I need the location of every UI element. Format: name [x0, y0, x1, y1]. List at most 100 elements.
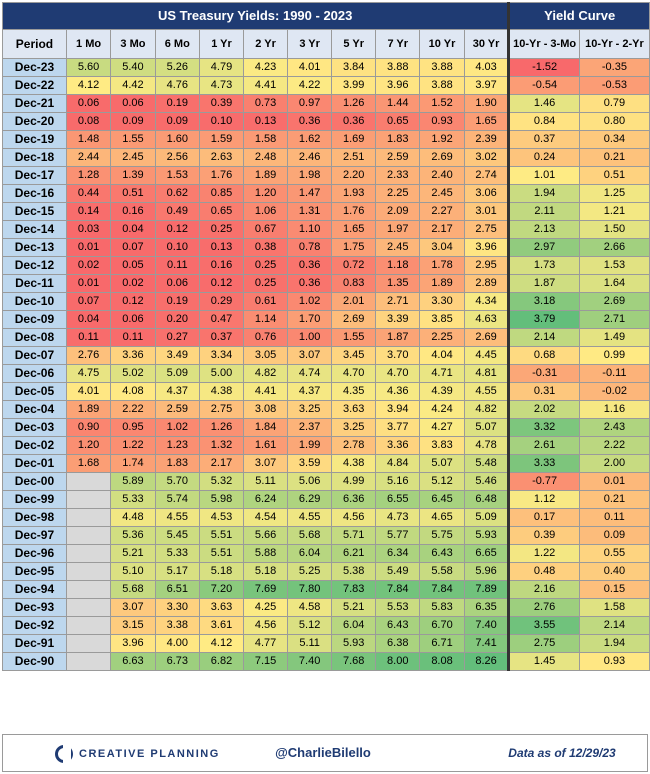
yield-cell: 2.45	[110, 148, 156, 167]
table-row: Dec-95 5.10 5.17 5.18 5.18 5.25 5.38 5.49 5.58 5.…	[2, 562, 650, 581]
spread-cell: 1.25	[578, 184, 650, 203]
yield-cell: 0.29	[198, 292, 245, 311]
yield-cell: 1.52	[419, 94, 465, 113]
yield-cell: 0.11	[65, 328, 112, 347]
yield-cell: 5.18	[198, 562, 245, 581]
spread-cell: -0.54	[507, 76, 580, 95]
empty-yield-cell	[65, 508, 112, 527]
yield-cell: 5.98	[198, 490, 245, 509]
spread-cell: 1.58	[578, 598, 650, 617]
yield-cell: 6.45	[419, 490, 465, 509]
period-label: Dec-06	[2, 364, 67, 383]
period-label: Dec-11	[2, 274, 67, 293]
yield-cell: 5.16	[375, 472, 421, 491]
period-label: Dec-99	[2, 490, 67, 509]
table-row: Dec-10 0.07 0.12 0.19 0.29 0.61 1.02 2.01 2.71 3.…	[2, 292, 650, 311]
yield-cell: 3.36	[110, 346, 156, 365]
yield-cell: 3.06	[463, 184, 510, 203]
yield-cell: 3.07	[243, 454, 289, 473]
yield-cell: 6.73	[154, 652, 200, 671]
yield-cell: 4.34	[463, 292, 510, 311]
yield-cell: 6.48	[463, 490, 510, 509]
yield-cell: 3.49	[154, 346, 200, 365]
spread-cell: 0.84	[507, 112, 580, 131]
yield-cell: 6.24	[243, 490, 289, 509]
yield-cell: 4.12	[65, 76, 112, 95]
yield-cell: 0.83	[331, 274, 377, 293]
yield-cell: 3.45	[331, 346, 377, 365]
yield-cell: 4.42	[110, 76, 156, 95]
yield-cell: 2.56	[154, 148, 200, 167]
yield-cell: 1.92	[419, 130, 465, 149]
yield-cell: 0.85	[198, 184, 245, 203]
table-row: Dec-22 4.12 4.42 4.76 4.73 4.41 4.22 3.99 3.96 3.…	[2, 76, 650, 95]
spread-cell: -0.11	[578, 364, 650, 383]
yield-cell: 2.69	[419, 148, 465, 167]
yield-cell: 0.10	[198, 112, 245, 131]
spread-cell: 2.61	[507, 436, 580, 455]
empty-yield-cell	[65, 616, 112, 635]
yield-cell: 2.17	[419, 220, 465, 239]
yield-cell: 5.53	[375, 598, 421, 617]
yield-cell: 0.36	[287, 256, 333, 275]
yield-cell: 6.82	[198, 652, 245, 671]
spread-cell: 0.09	[578, 526, 650, 545]
yield-cell: 4.65	[419, 508, 465, 527]
yield-cell: 4.00	[154, 634, 200, 653]
yield-cell: 3.61	[198, 616, 245, 635]
table-row: Dec-18 2.44 2.45 2.56 2.63 2.48 2.46 2.51 2.59 2.…	[2, 148, 650, 167]
period-label: Dec-09	[2, 310, 67, 329]
yield-cell: 1.74	[110, 454, 156, 473]
yield-cell: 5.77	[375, 526, 421, 545]
period-label: Dec-08	[2, 328, 67, 347]
spread-cell: 3.33	[507, 454, 580, 473]
yield-cell: 0.73	[243, 94, 289, 113]
yield-cell: 6.65	[463, 544, 510, 563]
yield-cell: 1.32	[198, 436, 245, 455]
yield-cell: 3.04	[419, 238, 465, 257]
yield-cell: 1.22	[110, 436, 156, 455]
yield-cell: 2.95	[463, 256, 510, 275]
yield-cell: 5.21	[110, 544, 156, 563]
yield-cell: 1.65	[463, 112, 510, 131]
maturity-header: 10 Yr	[419, 29, 465, 59]
yield-cell: 4.38	[198, 382, 245, 401]
yield-cell: 5.66	[243, 526, 289, 545]
yield-cell: 2.25	[419, 328, 465, 347]
spread-cell: 0.79	[578, 94, 650, 113]
spread-cell: 1.49	[578, 328, 650, 347]
yield-cell: 4.41	[243, 76, 289, 95]
yield-cell: 5.02	[110, 364, 156, 383]
yield-cell: 2.22	[110, 400, 156, 419]
yield-cell: 4.45	[463, 346, 510, 365]
yield-cell: 2.78	[331, 436, 377, 455]
yield-cell: 7.84	[419, 580, 465, 599]
yield-cell: 3.88	[419, 76, 465, 95]
yield-cell: 0.13	[243, 112, 289, 131]
table-row: Dec-07 2.76 3.36 3.49 3.34 3.05 3.07 3.45 3.70 4.…	[2, 346, 650, 365]
yield-cell: 3.25	[331, 418, 377, 437]
spread-cell: 0.01	[578, 472, 650, 491]
yield-cell: 0.07	[65, 292, 112, 311]
table-row: Dec-11 0.01 0.02 0.06 0.12 0.25 0.36 0.83 1.35 1.…	[2, 274, 650, 293]
table-row: Dec-13 0.01 0.07 0.10 0.13 0.38 0.78 1.75 2.45 3.…	[2, 238, 650, 257]
table-row: Dec-93 3.07 3.30 3.63 4.25 4.58 5.21 5.53 5.83 6.…	[2, 598, 650, 617]
period-label: Dec-16	[2, 184, 67, 203]
table-row: Dec-17 1.28 1.39 1.53 1.76 1.89 1.98 2.20 2.33 2.…	[2, 166, 650, 185]
yield-cell: 3.77	[375, 418, 421, 437]
spread-cell: 0.39	[507, 526, 580, 545]
yield-cell: 0.19	[154, 292, 200, 311]
empty-yield-cell	[65, 472, 112, 491]
yield-cell: 0.65	[375, 112, 421, 131]
yield-cell: 3.83	[419, 436, 465, 455]
yield-cell: 1.99	[287, 436, 333, 455]
yield-cell: 2.33	[375, 166, 421, 185]
yield-cell: 0.01	[65, 274, 112, 293]
spread-cell: -1.52	[507, 58, 580, 77]
yield-cell: 4.74	[287, 364, 333, 383]
spread-cell: -0.35	[578, 58, 650, 77]
spread-cell: 1.46	[507, 94, 580, 113]
table-row: Dec-05 4.01 4.08 4.37 4.38 4.41 4.37 4.35 4.36 4.…	[2, 382, 650, 401]
spread-cell: -0.31	[507, 364, 580, 383]
spread-cell: 0.21	[578, 490, 650, 509]
